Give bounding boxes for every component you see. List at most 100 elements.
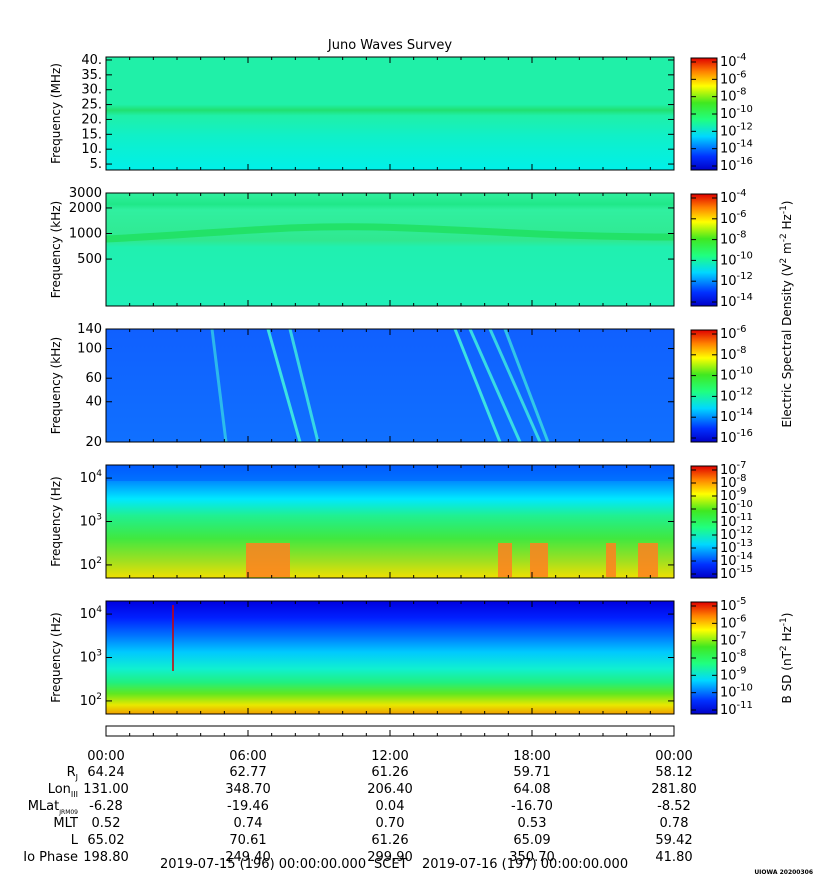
ephemeris-value: 59.42 [655, 833, 692, 848]
y-axis-label: Frequency (kHz) [49, 337, 63, 434]
emission-streak [468, 328, 522, 443]
colorbar-tick-label: 10-14 [720, 139, 753, 157]
colorbar-hfr-low [690, 193, 718, 307]
colorbar-tick-label: 10-11 [720, 512, 753, 530]
intense-emission [606, 543, 616, 577]
svg-text:Electric Spectral Density (V2: Electric Spectral Density (V2 m-2 Hz-1) [779, 200, 794, 427]
ephemeris-value: 348.70 [225, 782, 271, 797]
ephemeris-label: Io Phase [23, 850, 78, 865]
ephemeris-value: 131.00 [83, 782, 129, 797]
ephemeris-value: 350.70 [509, 850, 555, 865]
ephemeris-label: L [71, 833, 79, 848]
emission-streak [288, 328, 320, 443]
time-axis-box [105, 725, 675, 737]
y-tick-label: 20. [81, 112, 102, 127]
panel-hfr-high: 40.35.30.25.20.15.10.5. Frequency (MHz) 10… [49, 52, 753, 174]
y-tick-label: 20 [85, 435, 102, 450]
colorbar-lfr-high [690, 329, 718, 443]
y-tick-label: 35. [81, 68, 102, 83]
ephemeris-value: 0.53 [518, 816, 547, 831]
ephemeris-value: 62.77 [229, 765, 266, 780]
spectrogram-lfr-high [106, 329, 674, 442]
time-axis: 00:00 06:00 12:00 18:00 00:00 RJ 64.24 62.77 61.… [23, 730, 697, 865]
spectrogram-hfr-low [106, 193, 674, 306]
colorbar-tick-label: 10-8 [720, 648, 747, 666]
y-tick-label: 2000 [69, 201, 102, 216]
y-tick-label: 104 [80, 605, 103, 622]
panel-lfr-low: 104 103 102 Frequency (Hz) 10-710-810-910-10… [49, 460, 753, 582]
colorbar-tick-label: 10-10 [720, 250, 753, 268]
y-tick-label: 60 [85, 371, 102, 386]
plot-title: Juno Waves Survey [327, 38, 453, 53]
y-tick-label: 5. [90, 157, 102, 172]
ephemeris-value: 64.08 [513, 782, 550, 797]
colorbar-tick-label: 10-5 [720, 596, 747, 614]
ephemeris-value: 61.26 [371, 833, 408, 848]
y-tick-label: 102 [80, 556, 102, 573]
ephemeris-row: Io Phase 198.80 249.40 299.90 350.70 41.80 [23, 850, 692, 865]
ephemeris-table: 00:00 06:00 12:00 18:00 00:00 RJ 64.24 62.77 61.… [23, 730, 697, 865]
ephemeris-label: MLT [53, 816, 78, 831]
colorbar-tick-label: 10-16 [720, 156, 753, 174]
y-tick-label: 3000 [69, 186, 102, 201]
time-tick-label: 18:00 [513, 749, 550, 764]
y-tick-label: 140 [77, 322, 102, 337]
colorbar-tick-label: 10-12 [720, 271, 753, 289]
spectrogram-magnetic [106, 601, 674, 714]
emission-streak [503, 328, 550, 443]
ephemeris-value: 0.52 [92, 816, 121, 831]
y-tick-label: 100 [77, 342, 102, 357]
colorbar-tick-label: 10-8 [720, 87, 747, 105]
panels: 40.35.30.25.20.15.10.5. Frequency (MHz) 10… [49, 52, 753, 718]
spectrogram-lfr-low [106, 465, 674, 578]
time-tick-label: 12:00 [371, 749, 408, 764]
y-tick-label: 25. [81, 98, 102, 113]
ephemeris-value: 0.78 [660, 816, 689, 831]
colorbar-tick-label: 10-12 [720, 121, 753, 139]
ephemeris-value: -8.52 [657, 799, 691, 814]
ephemeris-value: 0.70 [376, 816, 405, 831]
ephemeris-value: 70.61 [229, 833, 266, 848]
colorbar-tick-label: 10-10 [720, 366, 753, 384]
intense-emission [638, 543, 658, 577]
y-tick-label: 103 [80, 649, 102, 666]
ephemeris-value: -16.70 [511, 799, 553, 814]
colorbar-tick-label: 10-6 [720, 69, 747, 87]
colorbar-tick-label: 10-10 [720, 499, 753, 517]
ephemeris-value: 65.02 [87, 833, 124, 848]
footer-label: SCET [374, 857, 408, 872]
colorbar-tick-label: 10-11 [720, 700, 753, 718]
colorbar-tick-label: 10-6 [720, 613, 747, 631]
y-axis-label: Frequency (kHz) [49, 201, 63, 298]
emission-streak [266, 328, 302, 443]
y-tick-label: 500 [77, 252, 102, 267]
colorbar-tick-label: 10-12 [720, 525, 753, 543]
colorbar-tick-label: 10-6 [720, 324, 747, 342]
ephemeris-row: LonIII 131.00 348.70 206.40 64.08 281.80 [48, 782, 697, 799]
svg-text:B SD (nT2 Hz-1): B SD (nT2 Hz-1) [779, 613, 794, 704]
y-tick-label: 40. [81, 53, 102, 68]
colorbar-tick-label: 10-12 [720, 386, 753, 404]
colorbar-tick-label: 10-8 [720, 345, 747, 363]
ephemeris-value: 281.80 [651, 782, 697, 797]
colorbar-tick-label: 10-9 [720, 486, 747, 504]
ephemeris-value: 198.80 [83, 850, 129, 865]
intense-emission [530, 543, 548, 577]
colorbar-tick-label: 10-4 [720, 188, 747, 206]
spectrogram-hfr-high [106, 57, 674, 170]
ephemeris-value: 41.80 [655, 850, 692, 865]
colorbar-tick-label: 10-13 [720, 538, 753, 556]
colorbar-tick-label: 10-8 [720, 473, 747, 491]
ephemeris-value: 0.74 [234, 816, 263, 831]
colorbar-tick-label: 10-8 [720, 230, 747, 248]
ephemeris-value: -6.28 [89, 799, 123, 814]
y-axis-label: Frequency (MHz) [49, 63, 63, 164]
plot-stamp: UIOWA 20200306 [754, 869, 813, 876]
intense-emission [498, 543, 512, 577]
ephemeris-value: 206.40 [367, 782, 413, 797]
emission-streak [488, 328, 542, 443]
electric-colorbar-label: Electric Spectral Density (V2 m-2 Hz-1) [779, 200, 794, 427]
ephemeris-value: 65.09 [513, 833, 550, 848]
